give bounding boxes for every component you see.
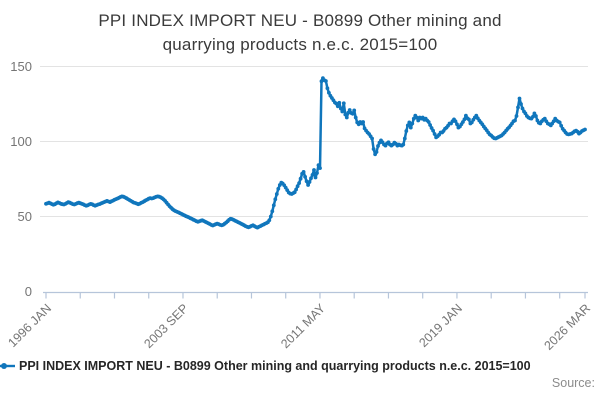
series-point	[335, 104, 340, 109]
series-point	[294, 187, 298, 192]
series-point	[273, 197, 278, 202]
series-point	[298, 176, 303, 181]
series-point	[318, 166, 322, 171]
series-point	[410, 121, 415, 126]
series-point	[267, 218, 272, 223]
series-point	[343, 112, 348, 117]
x-tick-label: 2026 MAR	[541, 301, 593, 353]
series-point	[303, 174, 307, 179]
chart-title-line2: quarrying products n.e.c. 2015=100	[162, 35, 438, 54]
series-point	[414, 115, 419, 120]
x-tick-label: 1996 JAN	[5, 301, 54, 350]
chart-title-line1: PPI INDEX IMPORT NEU - B0899 Other minin…	[98, 11, 502, 30]
series-point	[428, 123, 432, 127]
series-point	[516, 105, 520, 110]
series-point	[559, 123, 564, 128]
series-point	[371, 147, 376, 151]
series-point	[352, 108, 357, 113]
legend-item-label[interactable]: PPI INDEX IMPORT NEU - B0899 Other minin…	[19, 359, 531, 373]
series-point	[514, 114, 519, 118]
y-tick-label: 150	[10, 59, 32, 74]
series-point	[432, 132, 437, 136]
series-point	[315, 171, 319, 175]
series-point	[340, 109, 345, 114]
y-tick-label: 100	[10, 134, 32, 149]
series-point	[313, 175, 318, 180]
series-point	[274, 192, 279, 196]
series-point	[353, 115, 358, 120]
series-point	[337, 100, 342, 105]
series-point	[297, 181, 301, 186]
x-tick-label: 2003 SEP	[141, 301, 191, 351]
y-tick-label: 50	[18, 209, 32, 224]
series-point	[270, 209, 275, 214]
series-point	[407, 120, 412, 125]
legend: PPI INDEX IMPORT NEU - B0899 Other minin…	[0, 357, 600, 375]
series-point	[319, 79, 324, 84]
series-line	[44, 76, 587, 229]
series-point	[327, 90, 331, 95]
x-tick-label: 2011 MAY	[278, 301, 328, 351]
series-point	[350, 111, 355, 116]
series-point	[411, 116, 416, 121]
series-point	[426, 120, 431, 124]
series-point	[583, 127, 587, 132]
y-tick-label: 0	[25, 284, 32, 299]
series-point	[519, 102, 523, 106]
series-point	[307, 180, 312, 184]
series-point	[455, 122, 459, 127]
series-point	[557, 120, 562, 125]
series-point	[401, 142, 406, 147]
series-point	[276, 186, 281, 191]
chart-title: PPI INDEX IMPORT NEU - B0899 Other minin…	[0, 9, 600, 57]
series-point	[306, 183, 310, 187]
series-point	[341, 101, 346, 106]
series-point	[344, 115, 349, 120]
series-point	[309, 176, 313, 181]
source-label: Source:	[551, 376, 595, 390]
series-point	[316, 163, 321, 168]
series-point	[347, 108, 352, 112]
series-point	[301, 170, 306, 174]
series-point	[416, 118, 421, 123]
legend-line-marker	[0, 363, 15, 369]
series-point	[325, 86, 330, 91]
series-point	[370, 136, 374, 141]
series-point	[324, 79, 328, 83]
series-point	[374, 150, 379, 154]
series-point	[517, 96, 522, 101]
series-point	[402, 136, 407, 141]
series-point	[408, 125, 413, 130]
series-point	[431, 128, 435, 133]
series-point	[513, 118, 517, 123]
series-point	[462, 117, 467, 122]
series-point	[520, 106, 525, 111]
x-tick-label: 2019 JAN	[416, 301, 465, 350]
series-point	[467, 117, 471, 122]
series-point	[376, 144, 380, 148]
series-point	[534, 114, 538, 118]
series-point	[304, 179, 309, 184]
series-point	[338, 106, 343, 111]
series-point	[295, 184, 300, 189]
series-point	[268, 214, 273, 219]
series-point	[361, 120, 365, 124]
series-point	[405, 123, 410, 128]
series-point	[310, 173, 315, 177]
series-point	[404, 129, 409, 133]
series-point	[453, 119, 458, 124]
series-point	[312, 168, 316, 172]
series-point	[531, 114, 535, 119]
series-point	[271, 203, 276, 208]
